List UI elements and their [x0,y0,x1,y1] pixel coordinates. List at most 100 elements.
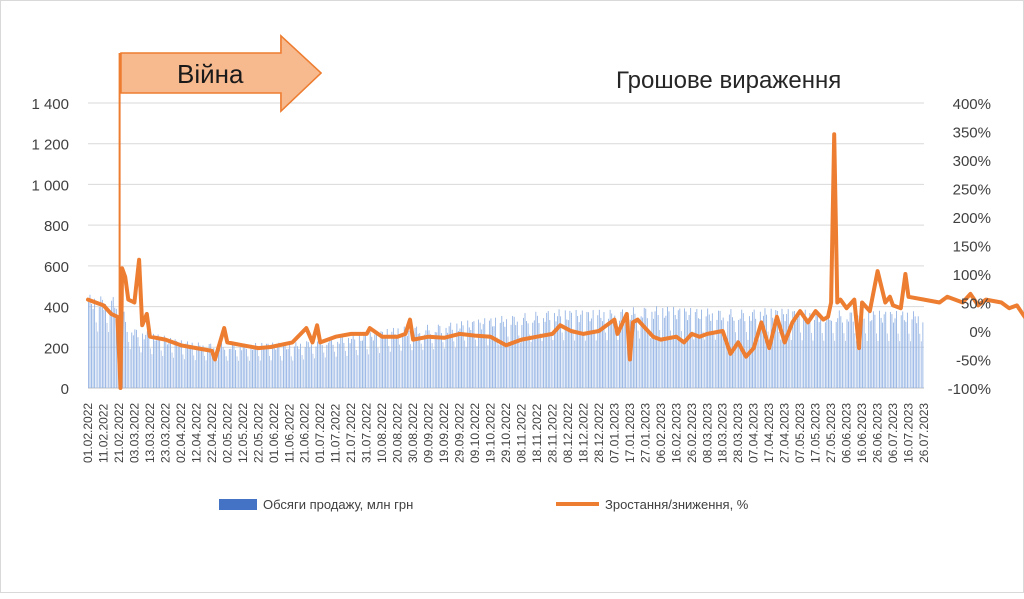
legend: Обсяги продажу, млн грн Зростання/знижен… [219,497,749,512]
bar [818,322,820,388]
war-arrow: Війна [120,34,323,113]
y-right-tick-label: 350% [953,125,991,142]
bar [783,314,784,388]
bar [854,333,856,388]
bar [560,316,562,388]
bar [578,322,580,388]
bar [357,355,359,388]
bar [685,311,687,388]
bar [134,329,136,388]
bar [533,320,535,388]
bar [810,332,812,388]
bar [640,316,642,388]
bar [335,356,337,388]
bar [437,324,439,388]
bar [886,333,888,388]
bar [718,310,719,388]
bar [453,341,455,388]
bar [815,310,817,388]
bar [561,332,563,388]
bar [245,348,247,388]
bar [589,321,591,388]
bar [838,310,840,388]
bar [914,316,916,388]
bar [705,316,707,388]
x-tick-label: 06.07.2023 [886,403,900,463]
x-tick-label: 19.09.2022 [437,403,451,463]
bar [840,316,842,388]
bar [645,308,647,388]
bar [157,334,159,388]
bar [679,308,681,388]
bar [832,333,834,388]
bar [91,303,92,388]
x-tick-label: 11.07.2022 [329,404,343,463]
bar [352,334,354,388]
bar [651,311,653,388]
bar [684,308,685,388]
bar [447,332,449,388]
bar [555,321,557,388]
bar [95,322,97,388]
bar [358,334,360,388]
x-tick-label: 18.12.2022 [576,403,590,463]
bar [380,331,382,388]
x-tick-label: 28.11.2022 [545,404,559,463]
x-tick-label: 16.07.2023 [902,403,916,463]
bar [803,315,805,388]
bar [278,342,280,388]
bar [182,354,184,388]
bar [495,317,497,388]
bar [224,349,226,388]
bar [471,322,473,388]
bar [139,346,140,388]
bar [355,350,357,388]
bar [571,312,572,388]
bar [759,311,761,388]
bar [682,339,684,388]
bar [151,354,153,388]
bar [591,318,592,388]
bar [696,308,698,388]
bar [580,314,582,388]
bar [699,318,701,388]
bar [177,346,179,388]
bar [363,333,365,388]
bar [105,304,106,388]
x-tick-label: 22.04.2022 [205,403,219,463]
bar [314,358,315,388]
bar [637,330,639,388]
bar [103,309,105,388]
bar [420,343,422,388]
x-tick-label: 13.03.2022 [143,403,157,463]
bar [575,309,577,388]
bar [109,310,111,388]
bar [238,360,240,388]
bar [623,318,625,388]
bar [94,298,96,388]
bar [255,343,257,388]
bar [789,332,791,388]
bar [711,313,713,388]
bar [719,310,721,388]
bar [710,320,712,388]
bar [653,318,654,388]
bar [557,316,558,388]
x-tick-label: 11.02.2022 [96,404,110,463]
x-tick-label: 16.02.2023 [669,403,683,463]
bar [908,333,910,388]
bar [492,326,493,388]
bar [112,297,114,388]
bar [307,342,309,388]
bar [920,341,922,388]
bar [318,338,320,388]
bar [137,337,139,388]
bar [315,346,317,388]
bar [797,318,798,388]
bar [430,334,431,388]
bar [708,314,710,388]
bar [434,332,436,388]
bar [219,346,221,388]
bar [160,350,162,388]
bar [341,336,343,388]
